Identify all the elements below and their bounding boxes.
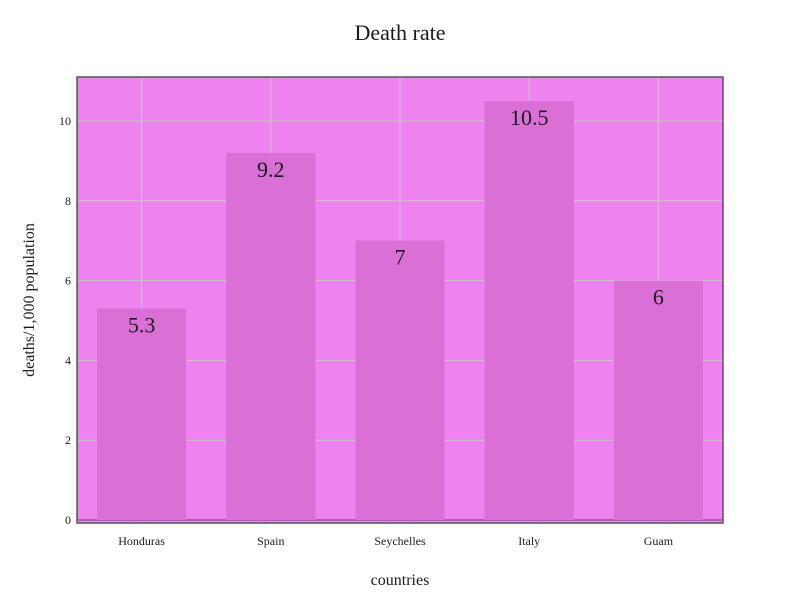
bar-value-label: 7: [395, 245, 406, 270]
y-tick-label: 8: [65, 194, 71, 208]
bar: [355, 240, 445, 520]
x-tick-label: Honduras: [118, 534, 165, 548]
bar: [97, 308, 187, 520]
bar-value-label: 6: [653, 285, 664, 310]
bar-value-label: 5.3: [128, 313, 156, 338]
x-tick-label: Guam: [644, 534, 674, 548]
plot-frame: [76, 76, 724, 524]
x-tick-label: Italy: [518, 534, 540, 548]
bar: [613, 280, 703, 520]
y-axis-title: deaths/1,000 population: [21, 223, 38, 377]
y-tick-label: 4: [65, 353, 71, 367]
bar-value-label: 9.2: [257, 157, 285, 182]
bar: [484, 101, 574, 521]
y-tick-label: 2: [65, 433, 71, 447]
bars: [97, 101, 703, 521]
chart-title: Death rate: [355, 20, 446, 45]
x-tick-label: Spain: [257, 534, 284, 548]
bar-value-label: 10.5: [510, 105, 549, 130]
x-tick-label: Seychelles: [374, 534, 426, 548]
bar: [226, 152, 316, 521]
x-axis-title: countries: [371, 572, 430, 589]
x-axis-ticks: Honduras Spain Seychelles Italy Guam: [118, 534, 673, 548]
y-tick-label: 0: [65, 513, 71, 527]
y-tick-label: 10: [59, 114, 71, 128]
y-tick-label: 6: [65, 274, 71, 288]
data-labels: 5.3 9.2 7 10.5 6: [128, 105, 664, 337]
y-axis-ticks: 0 2 4 6 8 10: [59, 114, 71, 527]
